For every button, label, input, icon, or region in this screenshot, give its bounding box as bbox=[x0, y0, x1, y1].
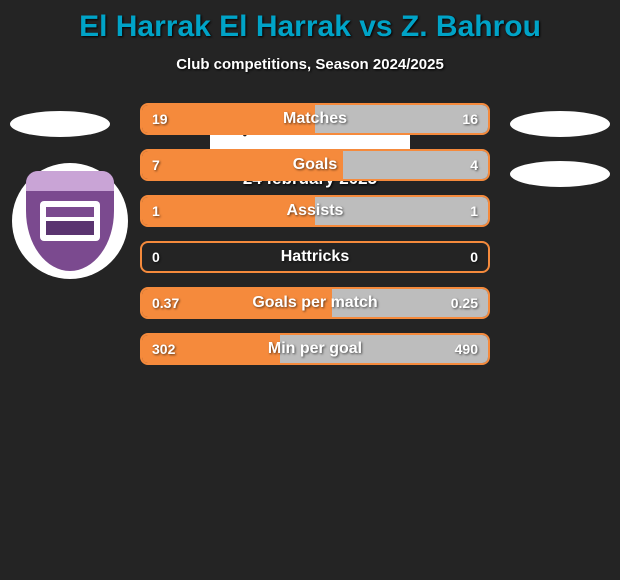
club-badge bbox=[12, 163, 128, 279]
stat-bar-left-value: 19 bbox=[152, 111, 168, 127]
stat-bar-right-value: 4 bbox=[470, 157, 478, 173]
stat-bar-right-value: 16 bbox=[462, 111, 478, 127]
stat-bar: 1 1 Assists bbox=[140, 195, 490, 227]
stat-bar: 7 4 Goals bbox=[140, 149, 490, 181]
player-left-placeholder bbox=[10, 111, 110, 137]
stat-bar-label: Hattricks bbox=[281, 248, 349, 266]
stat-bars: 19 16 Matches 7 4 Goals 1 1 Assists 0 0 Hattricks 0.… bbox=[140, 103, 490, 379]
stat-bar-left-value: 7 bbox=[152, 157, 160, 173]
stat-bar-left-value: 0 bbox=[152, 249, 160, 265]
stat-bar-right-fill bbox=[343, 151, 488, 179]
stat-bar-label: Min per goal bbox=[268, 340, 362, 358]
club-badge-shield bbox=[26, 171, 114, 271]
stat-bar-left-value: 0.37 bbox=[152, 295, 179, 311]
stat-bar: 302 490 Min per goal bbox=[140, 333, 490, 365]
stat-bar: 0.37 0.25 Goals per match bbox=[140, 287, 490, 319]
stat-bar-label: Goals bbox=[293, 156, 337, 174]
stat-bar-label: Assists bbox=[287, 202, 344, 220]
player-right-placeholder-2 bbox=[510, 161, 610, 187]
stat-bar: 19 16 Matches bbox=[140, 103, 490, 135]
stat-bar-label: Matches bbox=[283, 110, 347, 128]
stat-bar-label: Goals per match bbox=[252, 294, 377, 312]
stat-bar-right-value: 0 bbox=[470, 249, 478, 265]
stat-bar-right-value: 1 bbox=[470, 203, 478, 219]
stat-bar-left-value: 1 bbox=[152, 203, 160, 219]
stat-bar: 0 0 Hattricks bbox=[140, 241, 490, 273]
stat-bar-right-value: 0.25 bbox=[451, 295, 478, 311]
comparison-subtitle: Club competitions, Season 2024/2025 bbox=[0, 56, 620, 73]
stat-bar-right-value: 490 bbox=[455, 341, 478, 357]
comparison-title: El Harrak El Harrak vs Z. Bahrou bbox=[0, 0, 620, 44]
stat-bar-left-value: 302 bbox=[152, 341, 175, 357]
player-right-placeholder-1 bbox=[510, 111, 610, 137]
